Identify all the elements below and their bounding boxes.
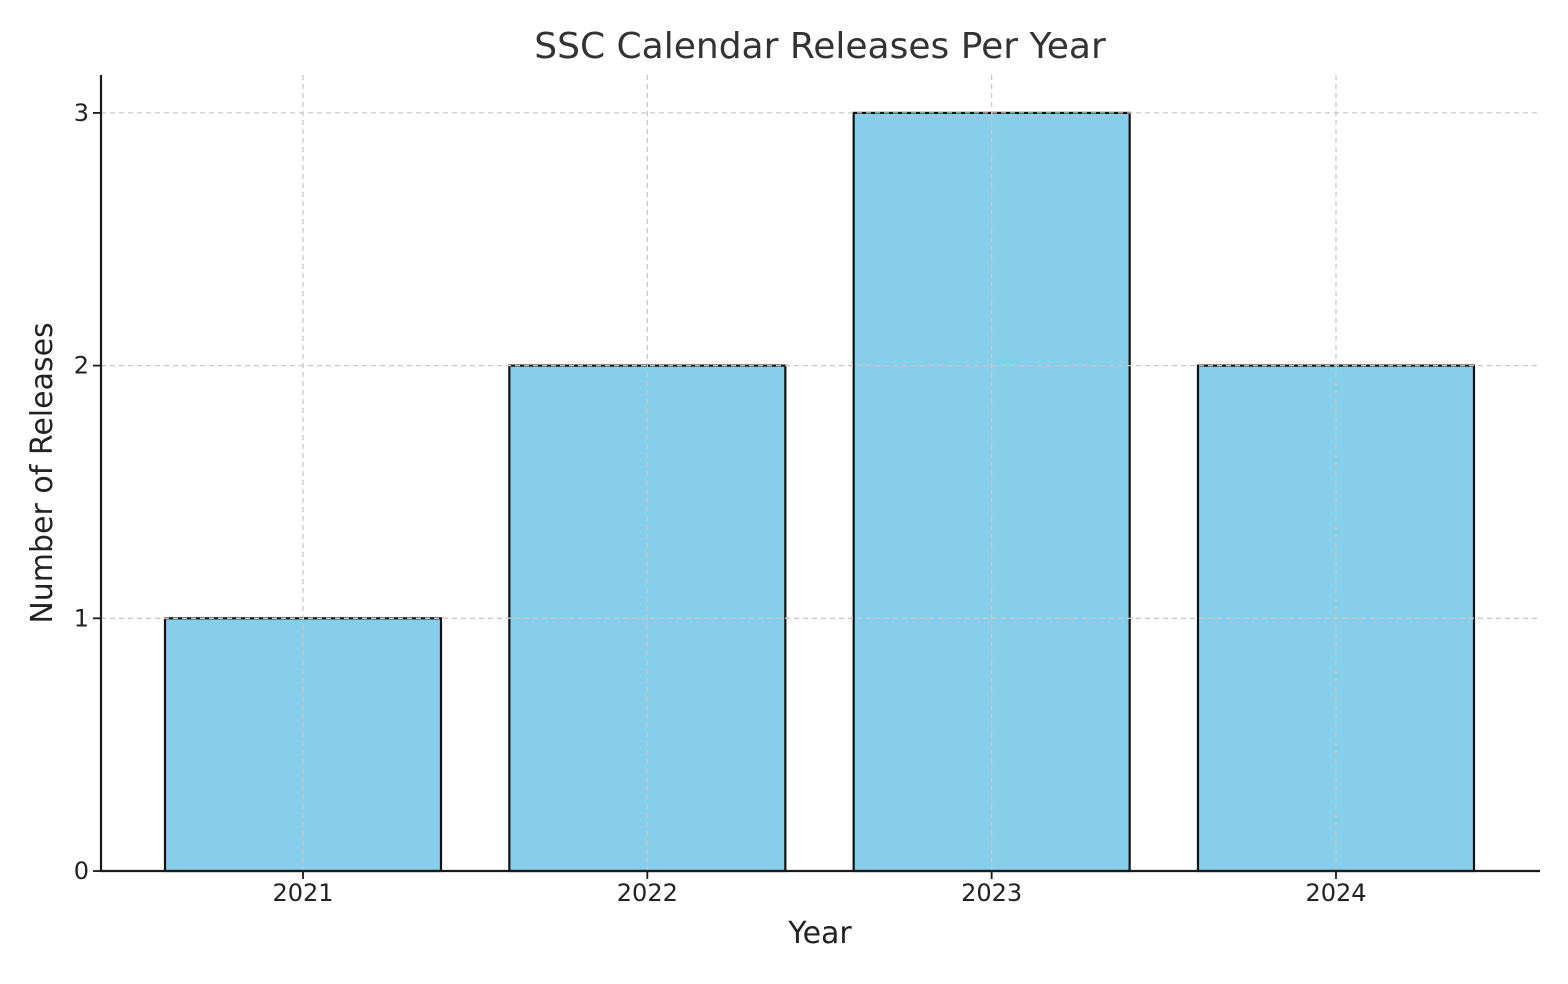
y-tick-label-2: 2 (74, 352, 89, 380)
chart-title: SSC Calendar Releases Per Year (534, 26, 1106, 67)
bar-layer (163, 111, 1476, 873)
x-tick-label-2023: 2023 (961, 879, 1022, 907)
tick-layer: 2021 2022 2023 2024 0 1 2 3 (74, 99, 1367, 907)
x-axis-label: Year (787, 916, 852, 951)
y-tick-label-3: 3 (74, 99, 89, 127)
x-tick-label-2021: 2021 (272, 879, 333, 907)
y-axis-label: Number of Releases (25, 322, 60, 623)
y-tick-label-1: 1 (74, 604, 89, 632)
y-tick-label-0: 0 (74, 857, 89, 885)
x-tick-label-2022: 2022 (617, 879, 678, 907)
x-tick-label-2024: 2024 (1305, 879, 1366, 907)
grid-layer (101, 75, 1540, 871)
